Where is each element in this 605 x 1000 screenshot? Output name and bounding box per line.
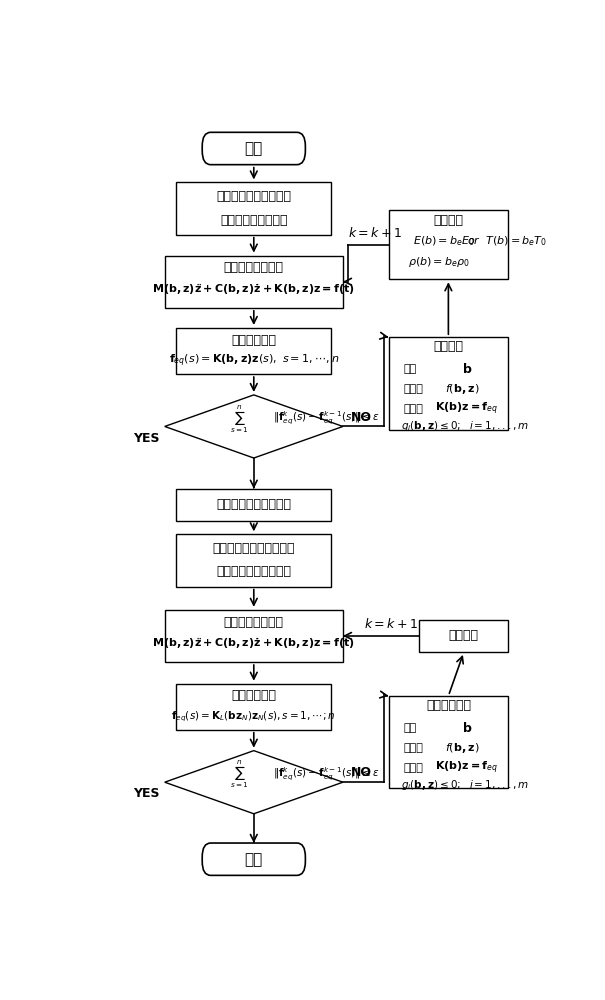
Text: 将相对密度转换成厚度: 将相对密度转换成厚度: [217, 498, 291, 512]
Text: 最小化: 最小化: [404, 743, 424, 753]
Text: 建立含有运动学自由度: 建立含有运动学自由度: [217, 190, 291, 204]
Text: 最小化: 最小化: [404, 384, 424, 394]
Bar: [177, 534, 331, 587]
Text: YES: YES: [132, 787, 159, 800]
Text: $\mathbf{K(b)z=f}_{eq}$: $\mathbf{K(b)z=f}_{eq}$: [434, 401, 498, 417]
Text: $\mathbf{f}_{eq}(s)=\mathbf{K}_L(\mathbf{bz}_N)\mathbf{z}_N(s),s=1,\cdots;n$: $\mathbf{f}_{eq}(s)=\mathbf{K}_L(\mathbf…: [171, 710, 336, 724]
Polygon shape: [165, 395, 343, 458]
Bar: [388, 337, 508, 430]
Bar: [165, 610, 343, 662]
Text: YES: YES: [132, 432, 159, 445]
Text: 度的非线性有限元模型: 度的非线性有限元模型: [217, 565, 291, 578]
Text: 搜索: 搜索: [404, 364, 417, 374]
Text: 更新设计: 更新设计: [449, 629, 479, 642]
Text: $\mathbf{M(b,z)\ddot{z}+C(b,z)\dot{z}+K(b,z)z=f(t)}$: $\mathbf{M(b,z)\ddot{z}+C(b,z)\dot{z}+K(…: [152, 282, 355, 297]
Text: 满足：: 满足：: [404, 404, 424, 414]
Text: NO: NO: [351, 766, 372, 779]
Polygon shape: [165, 751, 343, 814]
Text: $\mathbf{K(b)z=f}_{eq}$: $\mathbf{K(b)z=f}_{eq}$: [434, 759, 498, 776]
Text: $\mathbf{b}$: $\mathbf{b}$: [462, 362, 473, 376]
Bar: [419, 620, 508, 652]
Text: $\|\mathbf{f}_{eq}^k(s)-\mathbf{f}_{eq}^{k-1}(s)\|\leq\varepsilon$: $\|\mathbf{f}_{eq}^k(s)-\mathbf{f}_{eq}^…: [272, 766, 379, 783]
Bar: [177, 489, 331, 521]
Text: 的非线性有限元模型: 的非线性有限元模型: [220, 214, 287, 227]
Bar: [177, 182, 331, 235]
Text: $\rho(b)=b_e\rho_0$: $\rho(b)=b_e\rho_0$: [408, 255, 470, 269]
Text: $or\ \ T(b)=b_eT_0$: $or\ \ T(b)=b_eT_0$: [467, 235, 548, 248]
Text: 非线性动力学分析: 非线性动力学分析: [224, 616, 284, 629]
Text: $g_i(\mathbf{b,z})\leq 0;\ \ i=1,...,m$: $g_i(\mathbf{b,z})\leq 0;\ \ i=1,...,m$: [402, 419, 530, 433]
Bar: [165, 256, 343, 308]
Text: 开始: 开始: [244, 141, 263, 156]
Text: 满足：: 满足：: [404, 763, 424, 773]
Text: 重新生成包含运动学自由: 重新生成包含运动学自由: [212, 542, 295, 555]
Text: 搜索: 搜索: [404, 723, 417, 733]
Text: 更新结构: 更新结构: [433, 214, 463, 227]
Text: $\mathbf{b}$: $\mathbf{b}$: [462, 721, 473, 735]
Text: $k=k+1$: $k=k+1$: [364, 617, 417, 631]
Bar: [388, 696, 508, 788]
Text: $\mathbf{M(b,z)\ddot{z}+C(b,z)\dot{z}+K(b,z)z=f(t)}$: $\mathbf{M(b,z)\ddot{z}+C(b,z)\dot{z}+K(…: [152, 636, 355, 651]
Text: $E(b)=b_eE_0$: $E(b)=b_eE_0$: [413, 235, 475, 248]
Text: $f(\mathbf{b,z})$: $f(\mathbf{b,z})$: [445, 382, 480, 396]
Text: $\|\mathbf{f}_{eq}^k(s)-\mathbf{f}_{eq}^{k-1}(s)\|\leq\varepsilon$: $\|\mathbf{f}_{eq}^k(s)-\mathbf{f}_{eq}^…: [272, 410, 379, 427]
Text: $\mathbf{f}_{eq}(s)=\mathbf{K(b,z)z}(s),\ s=1,\cdots,n$: $\mathbf{f}_{eq}(s)=\mathbf{K(b,z)z}(s),…: [169, 353, 339, 369]
Bar: [388, 210, 508, 279]
Text: 步长搜索: 步长搜索: [433, 340, 463, 353]
Text: $\sum_{s=1}^{n}$: $\sum_{s=1}^{n}$: [231, 759, 249, 790]
Text: 计算等效载荷: 计算等效载荷: [231, 689, 276, 702]
Text: $k=k+1$: $k=k+1$: [348, 226, 402, 240]
Text: $\sum_{s=1}^{n}$: $\sum_{s=1}^{n}$: [231, 403, 249, 435]
Bar: [177, 328, 331, 374]
Text: $g_i(\mathbf{b,z})\leq 0;\ \ i=1,...,m$: $g_i(\mathbf{b,z})\leq 0;\ \ i=1,...,m$: [402, 778, 530, 792]
FancyBboxPatch shape: [202, 843, 306, 875]
Text: 计算等效载荷: 计算等效载荷: [231, 334, 276, 347]
Text: 非线性动力学分析: 非线性动力学分析: [224, 261, 284, 274]
FancyBboxPatch shape: [202, 132, 306, 165]
Text: NO: NO: [351, 411, 372, 424]
Bar: [177, 684, 331, 730]
Text: $f(\mathbf{b,z})$: $f(\mathbf{b,z})$: [445, 741, 480, 755]
Text: 线性结构优化: 线性结构优化: [426, 699, 471, 712]
Text: 结束: 结束: [244, 852, 263, 867]
